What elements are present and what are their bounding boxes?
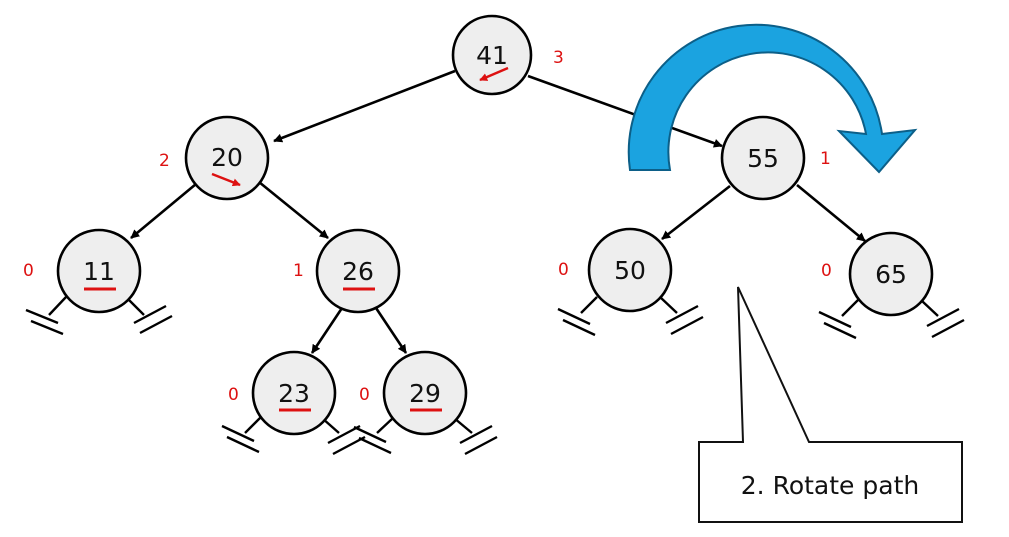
node-key: 11 (83, 257, 115, 286)
callout-text: 2. Rotate path (741, 471, 919, 500)
edge-26-29 (374, 307, 408, 354)
edge-55-50 (661, 184, 731, 241)
node-height: 0 (359, 385, 370, 405)
curved-arrow-clockwise-icon (627, 23, 918, 174)
balance-arrow-right-icon (211, 172, 241, 187)
node-height: 1 (820, 149, 831, 169)
null-links (25, 296, 965, 456)
edge-20-26 (258, 180, 329, 240)
callout-box (698, 286, 963, 523)
tree-node-11: 11 0 (23, 228, 142, 314)
tree-node-29: 29 0 (359, 350, 468, 436)
node-key: 23 (278, 379, 310, 408)
edge-55-65 (796, 183, 866, 243)
node-key: 41 (476, 41, 508, 70)
node-height: 0 (228, 385, 239, 405)
node-height: 0 (558, 260, 569, 280)
node-key: 29 (409, 379, 441, 408)
node-height: 1 (293, 261, 304, 281)
node-height: 0 (821, 261, 832, 281)
ground-symbol-icon (453, 417, 498, 456)
node-key: 50 (614, 256, 646, 285)
edge-26-23 (310, 307, 344, 354)
balance-arrow-left-icon (479, 66, 509, 82)
ground-symbol-icon (921, 300, 965, 339)
node-key: 26 (342, 257, 374, 286)
ground-symbol-icon (126, 297, 173, 335)
edge-41-55 (527, 74, 723, 148)
ground-symbol-icon (659, 296, 704, 336)
ground-symbol-icon (221, 416, 262, 454)
tree-node-65: 65 0 (821, 231, 934, 317)
tree-node-23: 23 0 (228, 350, 337, 436)
tree-edges (130, 69, 866, 354)
edge-41-20 (273, 69, 456, 143)
tree-node-55: 55 1 (720, 115, 831, 201)
ground-symbol-icon (353, 417, 394, 455)
callout: 2. Rotate path (698, 286, 963, 523)
ground-symbol-icon (321, 417, 366, 456)
tree-node-20: 20 2 (159, 115, 270, 201)
ground-symbol-icon (25, 296, 67, 336)
tree-node-26: 26 1 (293, 228, 401, 314)
ground-symbol-icon (557, 296, 598, 337)
node-key: 20 (211, 143, 243, 172)
node-height: 3 (553, 48, 564, 68)
node-key: 65 (875, 260, 907, 289)
node-height: 2 (159, 151, 170, 171)
node-key: 55 (747, 144, 779, 173)
node-height: 0 (23, 261, 34, 281)
tree-node-50: 50 0 (558, 227, 673, 313)
edge-20-11 (130, 183, 197, 239)
ground-symbol-icon (818, 299, 859, 340)
tree-node-41: 41 3 (451, 14, 564, 96)
